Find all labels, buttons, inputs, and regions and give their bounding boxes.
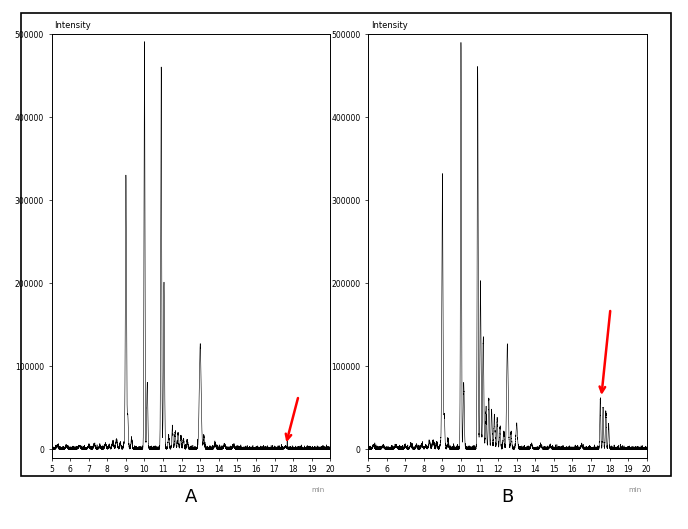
Text: min: min <box>628 487 641 493</box>
Text: B: B <box>502 488 514 506</box>
Text: min: min <box>312 487 325 493</box>
Text: Intensity: Intensity <box>371 21 407 30</box>
Text: Intensity: Intensity <box>54 21 91 30</box>
Text: A: A <box>185 488 197 506</box>
